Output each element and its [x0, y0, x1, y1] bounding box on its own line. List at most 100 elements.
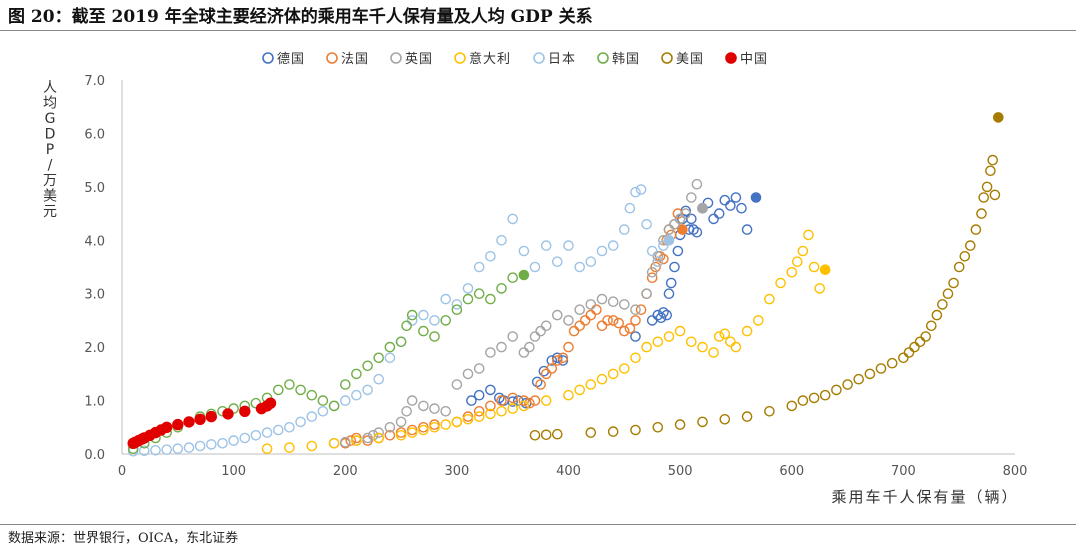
legend-label: 英国 — [405, 52, 433, 67]
data-point — [619, 363, 630, 374]
data-point — [485, 347, 496, 358]
data-point — [658, 240, 669, 251]
y-axis-label: 人均 G D P/万美元 — [43, 80, 57, 220]
data-point — [401, 320, 412, 332]
x-tick-label: 700 — [891, 464, 916, 479]
data-point — [351, 435, 362, 446]
data-point — [665, 277, 677, 289]
data-point — [886, 357, 898, 369]
data-point — [635, 184, 647, 195]
y-tick-label: 7.0 — [84, 74, 105, 89]
data-point — [585, 299, 597, 310]
data-point — [652, 421, 664, 433]
x-tick-label: 300 — [444, 464, 469, 479]
data-point — [652, 250, 664, 262]
data-point — [451, 299, 463, 310]
data-point — [596, 245, 608, 257]
data-point — [630, 304, 641, 316]
data-point — [552, 256, 563, 267]
data-point — [451, 379, 463, 390]
data-point — [853, 373, 865, 385]
data-point — [989, 189, 1001, 201]
data-point — [546, 355, 558, 366]
x-tick-label: 100 — [221, 464, 246, 479]
axes: 0.0 1.0 2.0 3.0 4.0 5.0 6.0 7.0 0 100 200 300 400 500… — [84, 74, 1027, 479]
legend-label: 德国 — [277, 52, 305, 67]
data-point — [351, 389, 362, 401]
data-point — [362, 432, 373, 444]
data-point — [624, 323, 636, 334]
data-point — [429, 315, 440, 326]
series-意大利 — [261, 229, 831, 455]
data-point — [373, 427, 385, 438]
data-point — [306, 389, 318, 401]
data-point — [635, 304, 647, 316]
data-point — [295, 384, 306, 396]
data-point — [429, 403, 440, 414]
data-point — [261, 427, 273, 438]
data-point — [674, 213, 686, 225]
data-point — [485, 400, 496, 412]
data-point — [702, 197, 714, 209]
data-point — [264, 397, 277, 409]
data-point — [535, 325, 546, 337]
data-point — [607, 240, 619, 251]
data-point — [473, 288, 485, 300]
data-point — [661, 309, 673, 321]
data-point — [518, 269, 530, 281]
data-point — [563, 389, 574, 401]
data-point — [663, 224, 675, 235]
data-point — [931, 309, 943, 321]
data-point — [462, 283, 474, 294]
data-point — [362, 384, 373, 396]
data-point — [384, 429, 396, 441]
data-point — [440, 419, 452, 430]
x-tick-label: 800 — [1003, 464, 1028, 479]
data-point — [875, 363, 887, 374]
data-point — [540, 395, 552, 406]
data-point — [697, 202, 708, 214]
legend-label: 意大利 — [469, 51, 511, 67]
data-point — [451, 416, 463, 428]
data-point — [395, 416, 407, 428]
data-point — [473, 363, 485, 374]
data-point — [669, 218, 680, 230]
data-point — [674, 325, 686, 337]
data-point — [535, 379, 546, 390]
data-point — [518, 347, 530, 358]
data-point — [672, 245, 684, 257]
series-日本 — [127, 184, 675, 457]
legend-label: 日本 — [548, 52, 576, 67]
data-point — [864, 368, 876, 380]
data-point — [797, 245, 809, 257]
legend-label: 法国 — [341, 52, 369, 67]
data-points — [127, 112, 1004, 457]
data-point — [531, 376, 543, 388]
data-point — [630, 331, 641, 342]
data-point — [669, 261, 680, 273]
data-point — [552, 352, 563, 364]
data-point — [976, 208, 987, 219]
data-point — [552, 428, 563, 440]
data-point — [607, 426, 619, 437]
data-point — [898, 352, 909, 364]
series-韩国 — [127, 269, 530, 455]
data-point — [557, 352, 569, 364]
data-point — [641, 218, 652, 230]
data-point — [646, 272, 658, 283]
figure-title: 图 20：截至 2019 年全球主要经济体的乘用车千人保有量及人均 GDP 关系 — [8, 7, 593, 27]
data-point — [764, 293, 775, 305]
legend-item: 韩国 — [597, 52, 639, 67]
data-point — [708, 213, 719, 225]
data-point — [920, 331, 932, 342]
data-point — [568, 325, 580, 337]
legend-marker — [326, 52, 338, 64]
data-point — [730, 341, 742, 353]
legend-marker — [390, 52, 402, 64]
data-point — [574, 304, 586, 316]
data-point — [650, 261, 661, 273]
data-point — [948, 277, 959, 289]
data-point — [317, 395, 329, 406]
data-point — [909, 341, 920, 353]
data-point — [764, 405, 775, 417]
